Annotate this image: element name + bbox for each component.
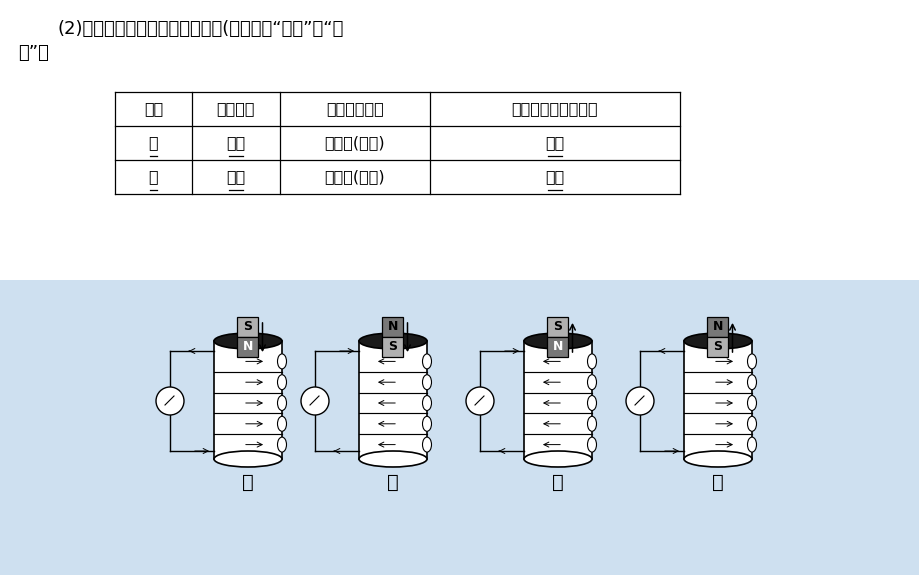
Circle shape xyxy=(466,387,494,415)
Ellipse shape xyxy=(587,416,596,431)
Text: 向上: 向上 xyxy=(226,170,245,185)
Text: 下”）: 下”） xyxy=(18,44,49,62)
Text: 丙: 丙 xyxy=(149,136,158,151)
Ellipse shape xyxy=(587,396,596,411)
Ellipse shape xyxy=(358,451,426,467)
Text: S: S xyxy=(244,320,252,334)
Bar xyxy=(707,317,728,337)
Bar xyxy=(707,337,728,357)
Bar xyxy=(237,337,258,357)
Text: (2)线圈内磁通量减少时的情况：(表内选填“向上”或“向: (2)线圈内磁通量减少时的情况：(表内选填“向上”或“向 xyxy=(58,20,344,38)
Ellipse shape xyxy=(746,375,755,390)
Ellipse shape xyxy=(422,375,431,390)
Ellipse shape xyxy=(746,416,755,431)
Text: N: N xyxy=(712,320,722,334)
Text: 逆时针(俯视): 逆时针(俯视) xyxy=(324,170,385,185)
Text: N: N xyxy=(388,320,398,334)
Text: 顺时针(俯视): 顺时针(俯视) xyxy=(324,136,385,151)
Bar xyxy=(0,280,919,575)
Text: 向上: 向上 xyxy=(545,170,564,185)
Ellipse shape xyxy=(683,451,751,467)
Text: 图号: 图号 xyxy=(143,102,163,117)
Text: 感应电流的磁场方向: 感应电流的磁场方向 xyxy=(511,102,597,117)
Ellipse shape xyxy=(422,437,431,452)
Text: 乙: 乙 xyxy=(387,473,399,492)
Text: S: S xyxy=(388,340,397,354)
Circle shape xyxy=(625,387,653,415)
Ellipse shape xyxy=(683,333,751,349)
Bar xyxy=(524,341,591,459)
Bar xyxy=(237,317,258,337)
Bar xyxy=(0,0,919,280)
Bar xyxy=(683,341,751,459)
Ellipse shape xyxy=(214,333,282,349)
Bar xyxy=(358,341,426,459)
Ellipse shape xyxy=(422,396,431,411)
Bar xyxy=(547,317,568,337)
Text: 磁场方向: 磁场方向 xyxy=(217,102,255,117)
Ellipse shape xyxy=(746,437,755,452)
Bar xyxy=(547,337,568,357)
Ellipse shape xyxy=(278,375,286,390)
Bar xyxy=(382,317,403,337)
Ellipse shape xyxy=(278,416,286,431)
Text: 丙: 丙 xyxy=(551,473,563,492)
Text: 丁: 丁 xyxy=(149,170,158,185)
Bar xyxy=(214,341,282,459)
Ellipse shape xyxy=(524,451,591,467)
Text: 感应电流方向: 感应电流方向 xyxy=(325,102,383,117)
Ellipse shape xyxy=(278,396,286,411)
Text: 向下: 向下 xyxy=(545,136,564,151)
Ellipse shape xyxy=(587,375,596,390)
Ellipse shape xyxy=(358,333,426,349)
Text: S: S xyxy=(553,320,562,334)
Ellipse shape xyxy=(422,416,431,431)
Text: N: N xyxy=(243,340,253,354)
Ellipse shape xyxy=(278,354,286,369)
Ellipse shape xyxy=(214,451,282,467)
Bar xyxy=(382,337,403,357)
Ellipse shape xyxy=(587,354,596,369)
Ellipse shape xyxy=(746,354,755,369)
Text: 甲: 甲 xyxy=(242,473,254,492)
Ellipse shape xyxy=(746,396,755,411)
Text: 向下: 向下 xyxy=(226,136,245,151)
Ellipse shape xyxy=(587,437,596,452)
Ellipse shape xyxy=(278,437,286,452)
Text: 丁: 丁 xyxy=(711,473,723,492)
Circle shape xyxy=(156,387,184,415)
Circle shape xyxy=(301,387,329,415)
Ellipse shape xyxy=(422,354,431,369)
Text: N: N xyxy=(552,340,562,354)
Ellipse shape xyxy=(524,333,591,349)
Text: S: S xyxy=(713,340,721,354)
